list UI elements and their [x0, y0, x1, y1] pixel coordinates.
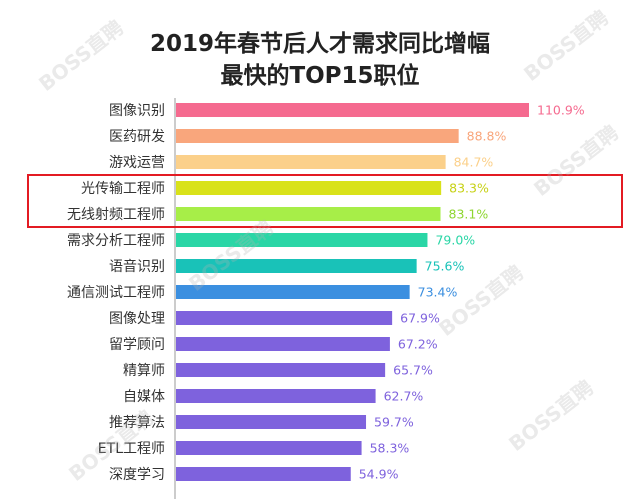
category-label: 光传输工程师: [81, 181, 165, 197]
value-label: 73.4%: [418, 285, 458, 300]
bar: [176, 259, 417, 273]
bar: [176, 415, 367, 429]
category-label: 图像处理: [109, 311, 165, 327]
bar: [176, 467, 351, 481]
category-label: 精算师: [123, 363, 165, 379]
value-label: 67.2%: [398, 337, 438, 352]
chart-title-line-1: 2019年春节后人才需求同比增幅: [149, 31, 490, 57]
value-label: 110.9%: [537, 103, 585, 118]
category-label: 语音识别: [109, 258, 165, 275]
bar: [176, 285, 410, 299]
chart-title-line-2: 最快的TOP15职位: [220, 63, 420, 89]
value-label: 79.0%: [435, 233, 475, 248]
value-label: 83.3%: [449, 181, 489, 196]
category-label: 游戏运营: [109, 155, 165, 171]
value-label: 75.6%: [425, 259, 465, 274]
category-label: 图像识别: [109, 103, 165, 119]
bar: [176, 363, 386, 377]
bar: [176, 129, 459, 143]
category-label: 留学顾问: [109, 337, 165, 353]
category-label: 医药研发: [109, 129, 165, 145]
bar: [176, 389, 376, 403]
category-label: 深度学习: [109, 467, 165, 483]
value-label: 58.3%: [370, 441, 410, 456]
highlight-box: [27, 174, 623, 228]
category-label: 无线射频工程师: [67, 207, 165, 223]
bar: [176, 337, 390, 351]
bar: [176, 103, 529, 117]
bar: [176, 155, 446, 169]
category-label: 需求分析工程师: [67, 233, 165, 249]
bar: [176, 441, 362, 455]
bar: [176, 207, 441, 221]
value-label: 65.7%: [393, 363, 433, 378]
value-label: 83.1%: [449, 207, 489, 222]
chart-title: 2019年春节后人才需求同比增幅 最快的TOP15职位: [0, 28, 640, 92]
category-label: 自媒体: [123, 389, 165, 405]
value-label: 88.8%: [467, 129, 507, 144]
category-label: 推荐算法: [109, 415, 165, 431]
category-label: ETL工程师: [98, 441, 165, 457]
bar: [176, 233, 428, 247]
value-label: 84.7%: [454, 155, 494, 170]
bar: [176, 311, 393, 325]
bar: [176, 181, 442, 195]
value-label: 54.9%: [359, 467, 399, 482]
value-label: 67.9%: [400, 311, 440, 326]
value-label: 59.7%: [374, 415, 414, 430]
value-label: 62.7%: [384, 389, 424, 404]
category-label: 通信测试工程师: [67, 285, 165, 301]
